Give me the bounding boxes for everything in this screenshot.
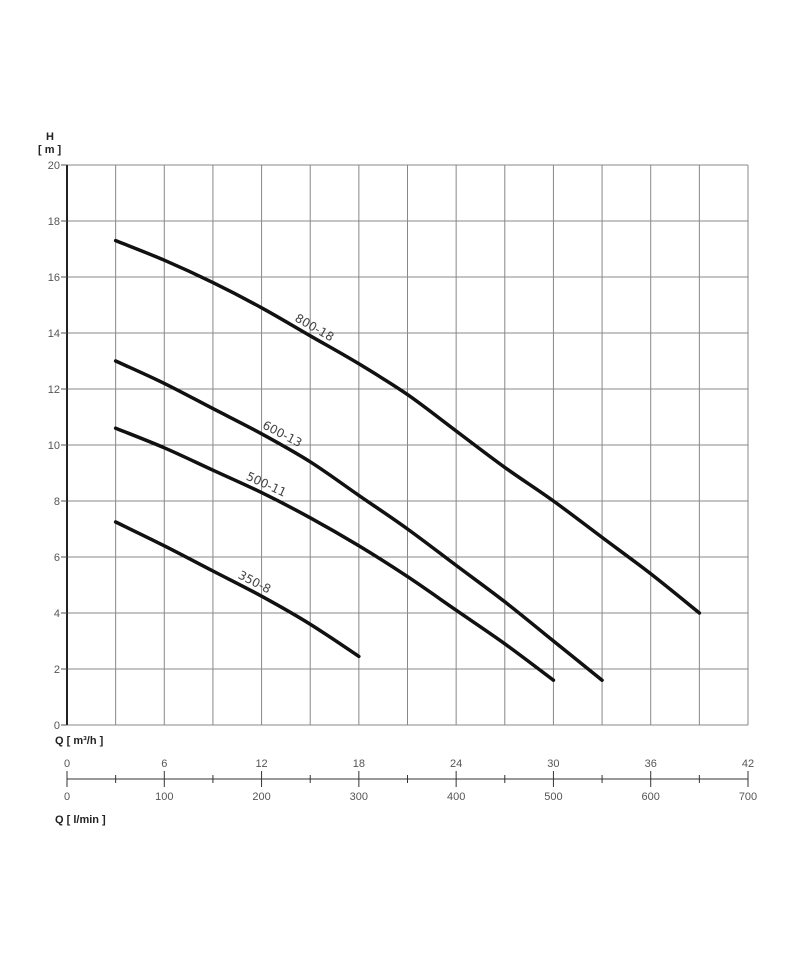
x-tick-label-secondary: 500	[544, 791, 562, 803]
y-tick-label: 0	[54, 720, 60, 732]
x-tick-label: 42	[742, 758, 754, 770]
x-tick-label: 6	[161, 758, 167, 770]
curve-500-11	[113, 426, 556, 682]
y-axis-unit: [ m ]	[38, 144, 62, 156]
x-tick-label: 36	[645, 758, 657, 770]
y-tick-label: 6	[54, 552, 60, 564]
curve-800-18	[113, 238, 702, 615]
x-tick-label: 24	[450, 758, 462, 770]
y-tick-label: 4	[54, 608, 60, 620]
x-tick-label: 12	[255, 758, 267, 770]
y-tick-label: 16	[48, 272, 60, 284]
x-tick-label: 30	[547, 758, 559, 770]
y-axis: 0 2 4 6 8 10 12 14 16 18 20	[48, 160, 68, 732]
y-tick-label: 2	[54, 664, 60, 676]
y-tick-label: 8	[54, 496, 60, 508]
x-tick-label-secondary: 400	[447, 791, 465, 803]
x-tick-label-secondary: 300	[350, 791, 368, 803]
x-tick-label-secondary: 200	[252, 791, 270, 803]
x-tick-label-secondary: 100	[155, 791, 173, 803]
x-axis-label: Q [ m³/h ]	[55, 735, 104, 747]
x-tick-label-secondary: 0	[64, 791, 70, 803]
curve-350-8	[113, 520, 361, 659]
y-tick-label: 20	[48, 160, 60, 172]
x-tick-label-secondary: 700	[739, 791, 757, 803]
y-tick-label: 14	[48, 328, 60, 340]
grid	[67, 164, 749, 726]
x-axis: 0 6 12 18 24 30 36 42 0 100 200 300 400 500 600 700	[64, 758, 757, 803]
y-axis-label: H	[46, 131, 54, 143]
x-tick-label-secondary: 600	[642, 791, 660, 803]
y-tick-label: 10	[48, 440, 60, 452]
y-tick-label: 12	[48, 384, 60, 396]
x-tick-label: 0	[64, 758, 70, 770]
curve-600-13	[113, 359, 604, 682]
y-tick-label: 18	[48, 216, 60, 228]
x-axis-secondary-label: Q [ l/min ]	[55, 814, 106, 826]
x-tick-label: 18	[353, 758, 365, 770]
